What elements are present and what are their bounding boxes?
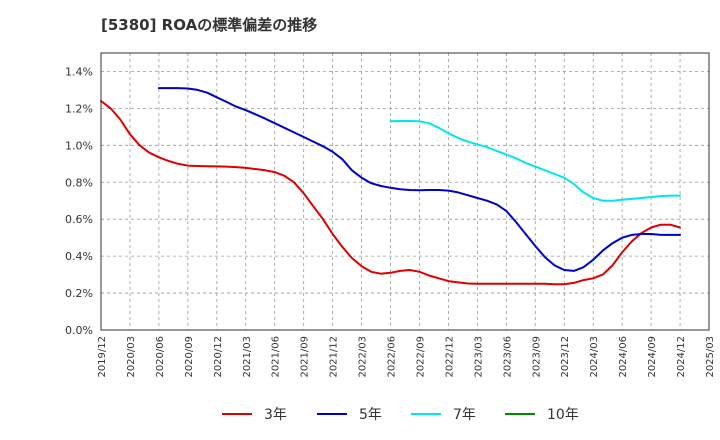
y-tick-label: 1.4% — [65, 65, 93, 78]
x-axis-ticks: 2019/12 2020/03 2020/06 2020/09 2020/12 2021/… — [97, 336, 716, 378]
y-axis-ticks: 0.0% 0.2% 0.4% 0.6% 0.8% 1.0% 1.2% 1.4% — [65, 65, 93, 337]
legend-label-0: 3年 — [264, 407, 287, 423]
x-tick-label: 2019/12 — [97, 336, 108, 378]
y-tick-label: 0.2% — [65, 287, 93, 300]
legend-label-1: 5年 — [359, 407, 382, 423]
x-tick-label: 2023/03 — [473, 336, 484, 378]
plot-frame — [100, 52, 710, 331]
x-tick-label: 2024/06 — [618, 336, 629, 378]
x-tick-label: 2022/06 — [387, 336, 398, 378]
plot-background — [101, 53, 709, 330]
x-tick-label: 2021/06 — [271, 336, 282, 378]
y-tick-label: 1.2% — [65, 102, 93, 115]
x-tick-label: 2024/12 — [676, 336, 687, 378]
x-tick-label: 2024/09 — [647, 336, 658, 378]
series-line-1 — [157, 87, 681, 272]
x-tick-label: 2020/06 — [155, 336, 166, 378]
series-layer — [100, 87, 681, 286]
legend-label-2: 7年 — [453, 407, 476, 423]
x-tick-label: 2021/03 — [242, 336, 253, 378]
y-tick-label: 0.6% — [65, 213, 93, 226]
x-tick-label: 2024/03 — [589, 336, 600, 378]
x-tick-label: 2021/09 — [300, 336, 311, 378]
x-tick-label: 2020/03 — [126, 336, 137, 378]
series-line-0 — [100, 100, 681, 286]
chart-title: [5380] ROAの標準偏差の推移 — [101, 16, 318, 34]
legend: 3年 5年 7年 10年 — [222, 407, 579, 423]
x-tick-label: 2025/03 — [705, 336, 716, 378]
series-line-2 — [389, 120, 681, 202]
x-tick-label: 2023/06 — [502, 336, 513, 378]
legend-label-3: 10年 — [547, 407, 579, 423]
x-tick-label: 2023/09 — [531, 336, 542, 378]
y-tick-label: 0.0% — [65, 324, 93, 337]
x-tick-label: 2020/12 — [213, 336, 224, 378]
x-tick-label: 2021/12 — [329, 336, 340, 378]
y-tick-label: 0.8% — [65, 176, 93, 189]
x-tick-label: 2022/03 — [358, 336, 369, 378]
y-tick-label: 1.0% — [65, 139, 93, 152]
x-tick-label: 2022/12 — [444, 336, 455, 378]
x-tick-label: 2022/09 — [415, 336, 426, 378]
x-tick-label: 2023/12 — [560, 336, 571, 378]
x-tick-label: 2020/09 — [184, 336, 195, 378]
y-tick-label: 0.4% — [65, 250, 93, 263]
